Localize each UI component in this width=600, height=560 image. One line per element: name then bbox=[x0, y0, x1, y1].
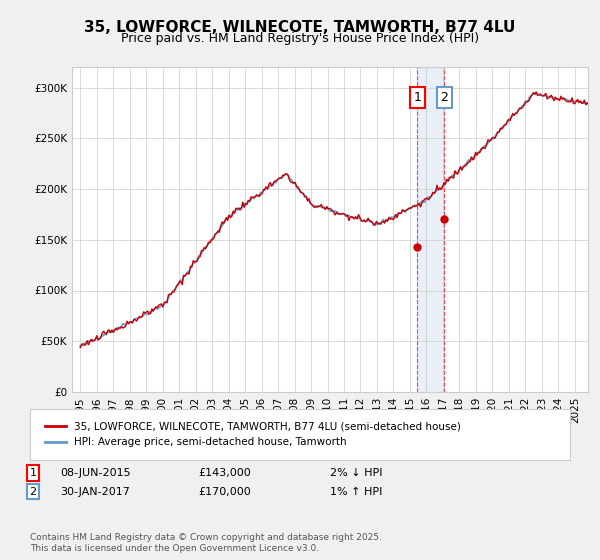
Text: 35, LOWFORCE, WILNECOTE, TAMWORTH, B77 4LU: 35, LOWFORCE, WILNECOTE, TAMWORTH, B77 4… bbox=[85, 20, 515, 35]
Text: £170,000: £170,000 bbox=[198, 487, 251, 497]
Text: 1% ↑ HPI: 1% ↑ HPI bbox=[330, 487, 382, 497]
Text: 1: 1 bbox=[413, 91, 421, 104]
Text: 2: 2 bbox=[440, 91, 448, 104]
Text: 2% ↓ HPI: 2% ↓ HPI bbox=[330, 468, 383, 478]
Text: Price paid vs. HM Land Registry's House Price Index (HPI): Price paid vs. HM Land Registry's House … bbox=[121, 32, 479, 45]
Text: £143,000: £143,000 bbox=[198, 468, 251, 478]
Text: 1: 1 bbox=[29, 468, 37, 478]
Text: 2: 2 bbox=[29, 487, 37, 497]
Bar bbox=[417, 67, 444, 392]
Text: 30-JAN-2017: 30-JAN-2017 bbox=[60, 487, 130, 497]
Text: Contains HM Land Registry data © Crown copyright and database right 2025.
This d: Contains HM Land Registry data © Crown c… bbox=[30, 533, 382, 553]
Text: 08-JUN-2015: 08-JUN-2015 bbox=[60, 468, 131, 478]
Legend: 35, LOWFORCE, WILNECOTE, TAMWORTH, B77 4LU (semi-detached house), HPI: Average p: 35, LOWFORCE, WILNECOTE, TAMWORTH, B77 4… bbox=[41, 418, 465, 451]
